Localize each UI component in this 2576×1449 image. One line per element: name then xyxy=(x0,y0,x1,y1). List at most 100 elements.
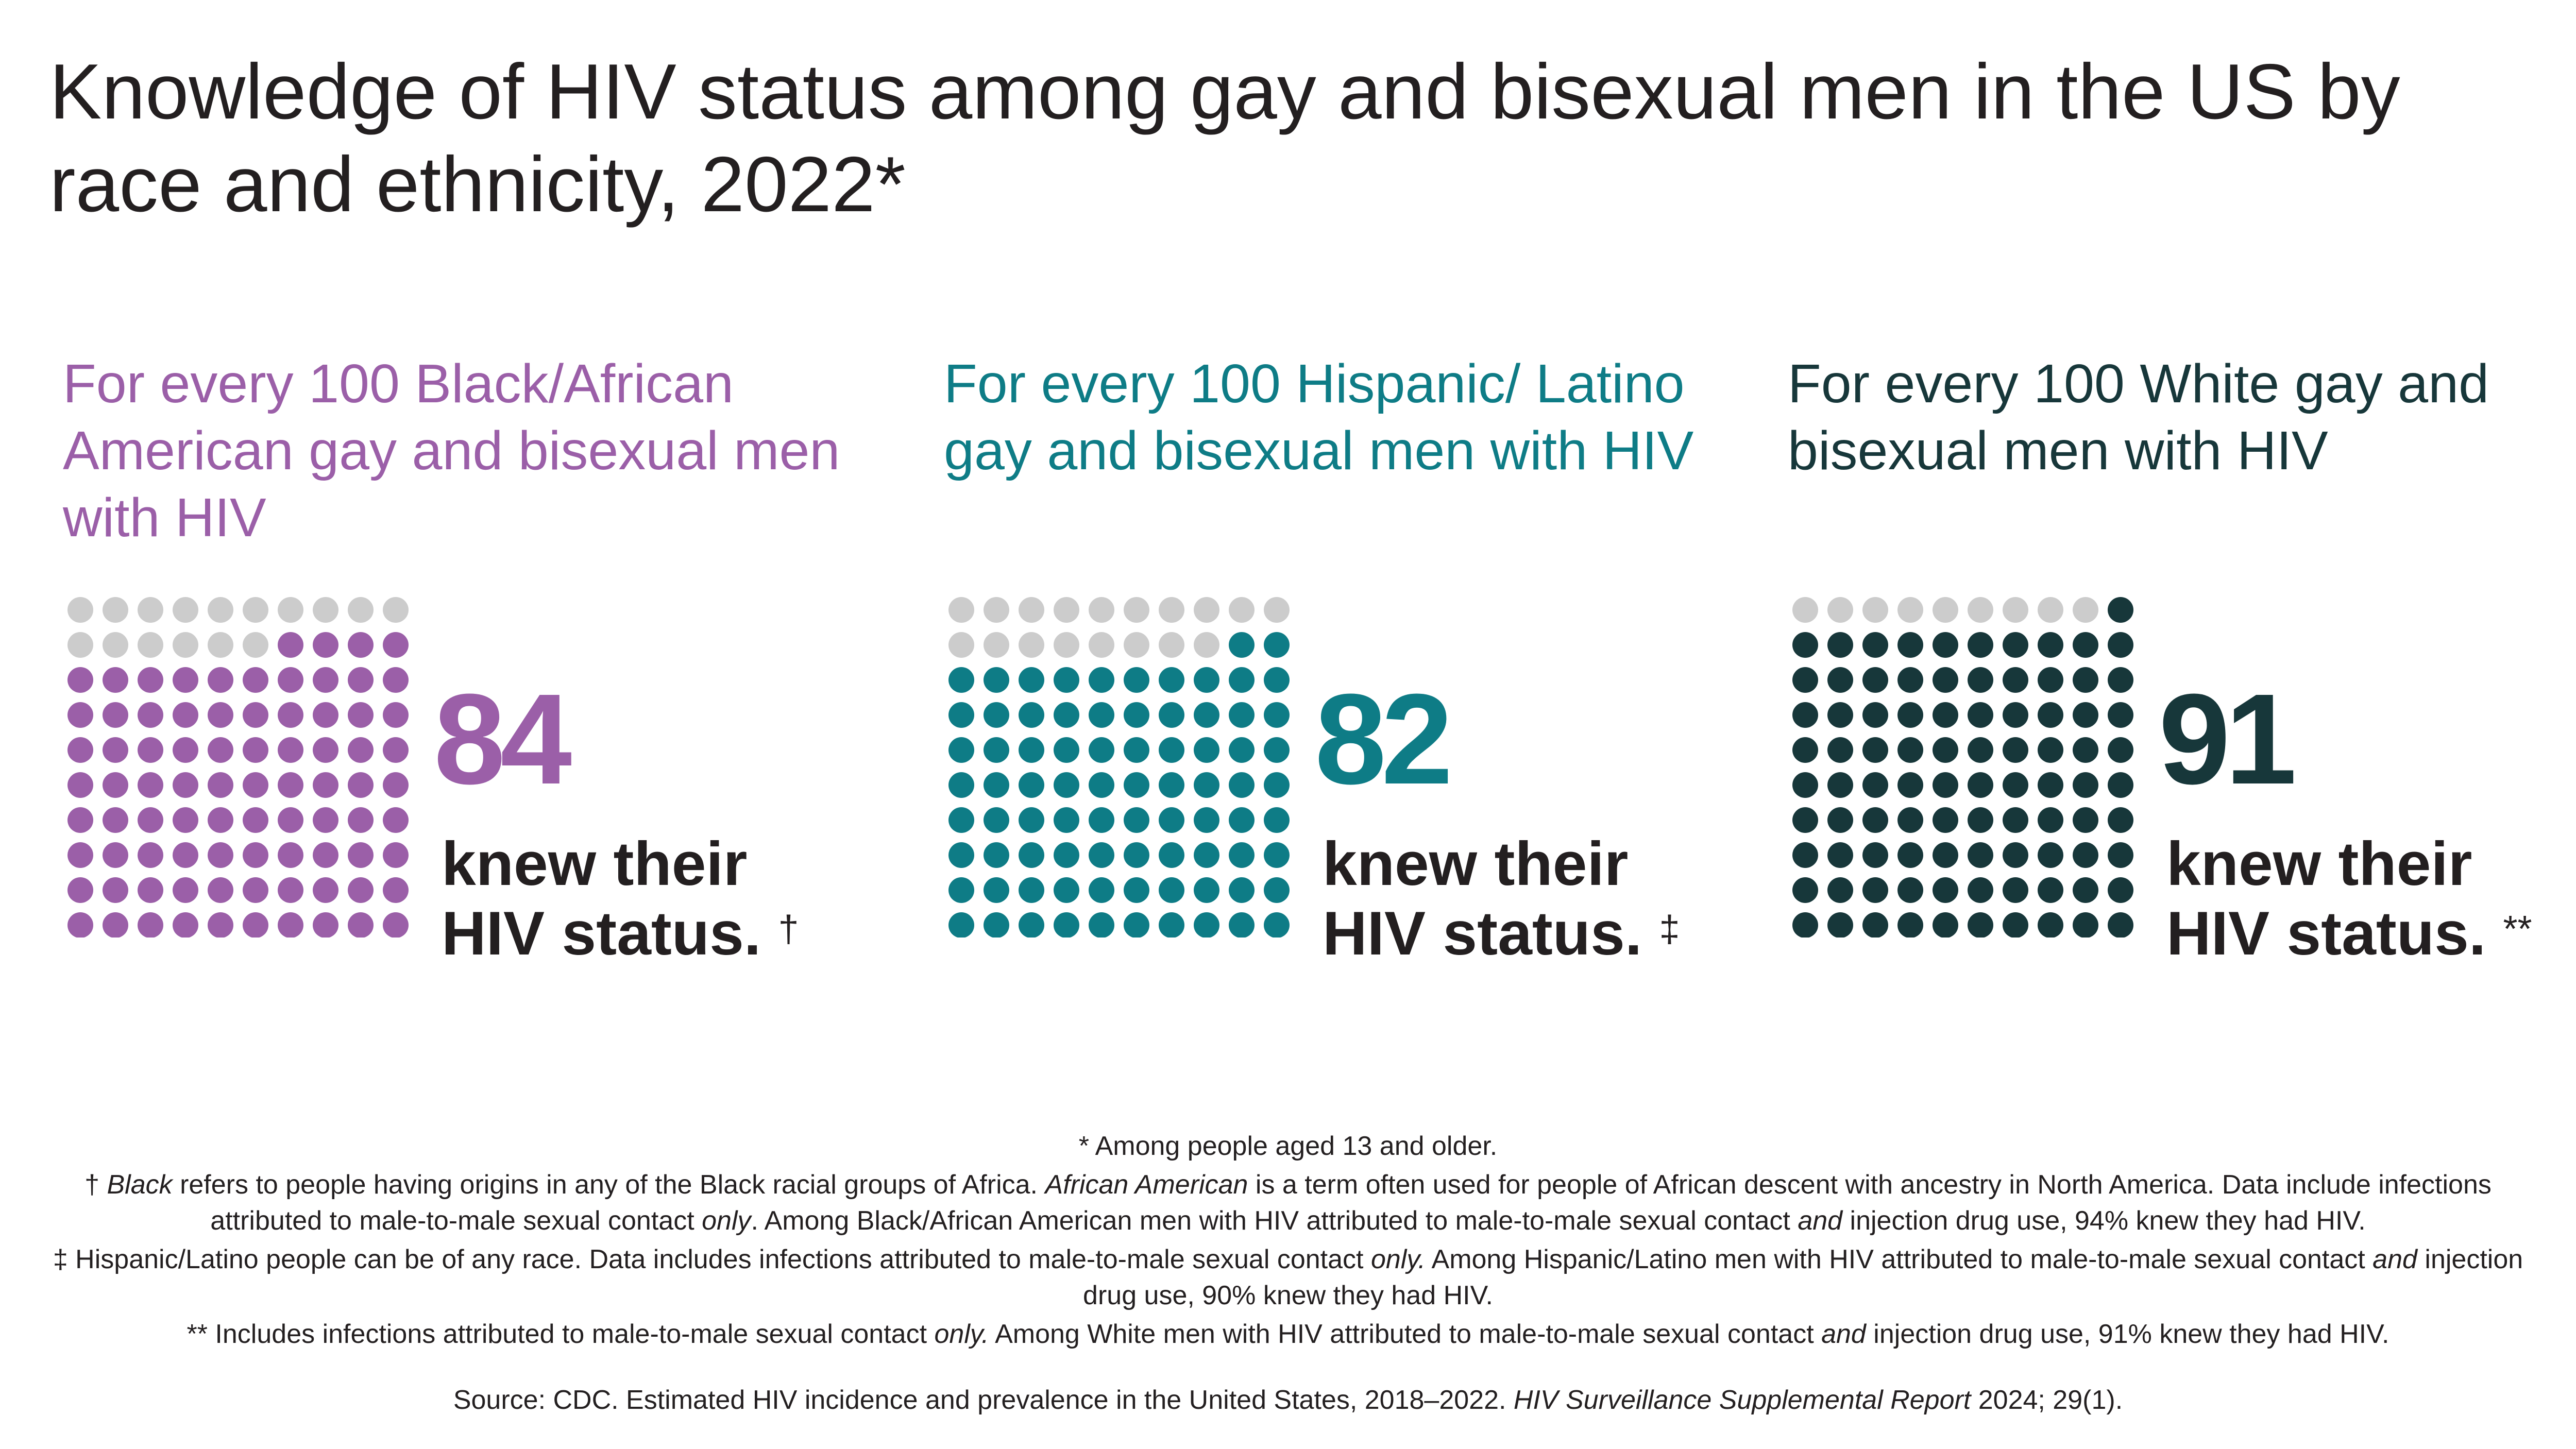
caption-line-1: knew their xyxy=(1323,829,1629,898)
dot-knew-status xyxy=(1229,737,1255,763)
dot-knew-status xyxy=(383,912,409,937)
dot-knew-status xyxy=(348,667,374,693)
dot-knew-status xyxy=(1933,842,1958,868)
dot-knew-status xyxy=(2003,772,2028,798)
dot-knew-status xyxy=(103,667,128,693)
dot-knew-status xyxy=(103,807,128,833)
dot-knew-status xyxy=(1897,667,1923,693)
dot-knew-status xyxy=(1827,632,1853,658)
dot-knew-status xyxy=(2108,597,2133,623)
caption-line-2: HIV status. † xyxy=(442,899,799,968)
dot-did-not-know xyxy=(1792,597,1818,623)
dot-knew-status xyxy=(173,737,198,763)
dot-knew-status xyxy=(1159,667,1184,693)
caption-line-2-text: HIV status. xyxy=(2166,899,2486,968)
dot-knew-status xyxy=(1862,807,1888,833)
dot-knew-status xyxy=(383,737,409,763)
dot-did-not-know xyxy=(1089,597,1114,623)
dot-knew-status xyxy=(1159,807,1184,833)
footnote-text: African American xyxy=(1045,1170,1248,1200)
dot-did-not-know xyxy=(208,597,233,623)
dot-knew-status xyxy=(1054,702,1079,728)
dot-knew-status xyxy=(103,702,128,728)
dot-knew-status xyxy=(2108,632,2133,658)
dot-knew-status xyxy=(1124,807,1149,833)
dot-did-not-know xyxy=(1054,597,1079,623)
dot-knew-status xyxy=(67,667,93,693)
dot-knew-status xyxy=(1897,772,1923,798)
dot-knew-status xyxy=(2038,632,2063,658)
dot-knew-status xyxy=(1089,877,1114,903)
dot-did-not-know xyxy=(1897,597,1923,623)
footnote-text: Black xyxy=(107,1170,173,1200)
dot-knew-status xyxy=(67,912,93,937)
dot-knew-status xyxy=(67,807,93,833)
footnote-text: and xyxy=(1821,1319,1866,1349)
dot-knew-status xyxy=(1968,842,1993,868)
dot-did-not-know xyxy=(984,597,1009,623)
dot-knew-status xyxy=(1054,842,1079,868)
dot-knew-status xyxy=(1968,667,1993,693)
dot-did-not-know xyxy=(2003,597,2028,623)
dot-knew-status xyxy=(208,737,233,763)
dot-knew-status xyxy=(2108,912,2133,937)
dot-knew-status xyxy=(1264,842,1290,868)
dot-knew-status xyxy=(383,702,409,728)
dot-did-not-know xyxy=(1159,597,1184,623)
panel-heading: For every 100 Hispanic/ Latino gay and b… xyxy=(944,353,1694,481)
dot-knew-status xyxy=(948,702,974,728)
dot-knew-status xyxy=(948,737,974,763)
percent-value: 82 xyxy=(1315,667,1453,811)
dot-knew-status xyxy=(1194,877,1219,903)
dot-knew-status xyxy=(1159,737,1184,763)
waffle-grid xyxy=(67,597,409,937)
dot-knew-status xyxy=(1862,772,1888,798)
dot-did-not-know xyxy=(103,632,128,658)
dot-knew-status xyxy=(2073,807,2098,833)
dot-knew-status xyxy=(1264,737,1290,763)
caption-line-1: knew their xyxy=(2166,829,2472,898)
dot-knew-status xyxy=(1229,702,1255,728)
dot-knew-status xyxy=(278,702,303,728)
dot-knew-status xyxy=(1089,772,1114,798)
dot-did-not-know xyxy=(1124,597,1149,623)
dot-knew-status xyxy=(1194,842,1219,868)
dot-knew-status xyxy=(1089,667,1114,693)
dot-did-not-know xyxy=(1019,597,1044,623)
dot-knew-status xyxy=(1862,842,1888,868)
dot-knew-status xyxy=(1862,702,1888,728)
dot-knew-status xyxy=(1019,667,1044,693)
dot-knew-status xyxy=(243,912,268,937)
dot-knew-status xyxy=(383,772,409,798)
dot-knew-status xyxy=(67,702,93,728)
footnote-text: ** Includes infections attributed to mal… xyxy=(187,1319,935,1349)
dot-knew-status xyxy=(1264,772,1290,798)
dot-did-not-know xyxy=(1089,632,1114,658)
dot-knew-status xyxy=(984,772,1009,798)
dot-did-not-know xyxy=(208,632,233,658)
footnote-mark: † xyxy=(778,909,799,950)
dot-knew-status xyxy=(1089,842,1114,868)
dot-knew-status xyxy=(1019,772,1044,798)
dot-did-not-know xyxy=(313,597,338,623)
dot-knew-status xyxy=(1827,807,1853,833)
dot-knew-status xyxy=(2073,877,2098,903)
dot-knew-status xyxy=(1229,877,1255,903)
dot-knew-status xyxy=(1792,877,1818,903)
dot-did-not-know xyxy=(1862,597,1888,623)
dot-knew-status xyxy=(138,807,163,833)
dot-knew-status xyxy=(1968,772,1993,798)
dot-knew-status xyxy=(1089,807,1114,833)
dot-knew-status xyxy=(313,667,338,693)
dot-knew-status xyxy=(1264,702,1290,728)
panel-hispanic-latino: For every 100 Hispanic/ Latino gay and b… xyxy=(944,350,1748,999)
dot-did-not-know xyxy=(138,597,163,623)
dot-knew-status xyxy=(984,737,1009,763)
chart-title: Knowledge of HIV status among gay and bi… xyxy=(49,48,2400,228)
dot-knew-status xyxy=(173,842,198,868)
dot-knew-status xyxy=(1229,807,1255,833)
dot-did-not-know xyxy=(67,597,93,623)
dot-knew-status xyxy=(1124,877,1149,903)
dot-knew-status xyxy=(383,842,409,868)
dot-knew-status xyxy=(313,632,338,658)
